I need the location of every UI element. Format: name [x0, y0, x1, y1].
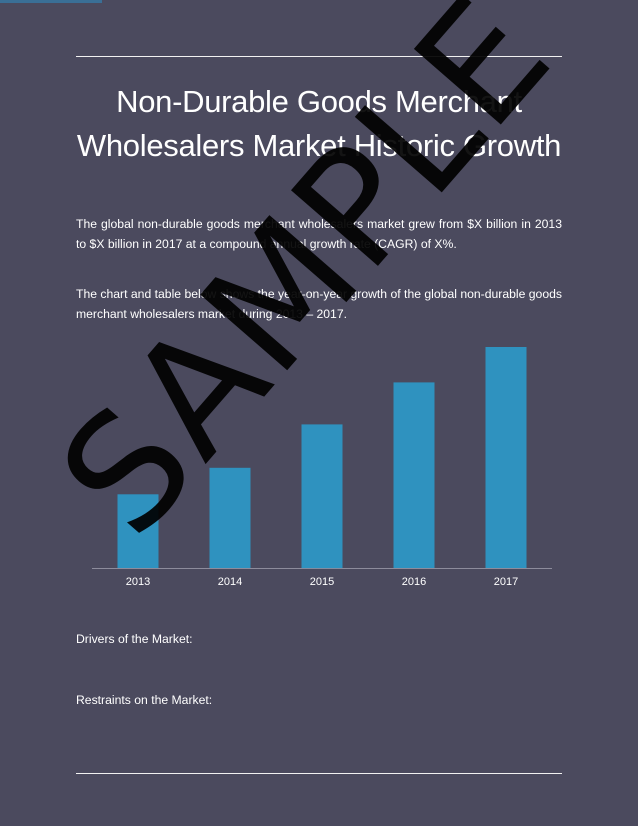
bar-2013 [117, 494, 159, 568]
bar-2017 [485, 347, 527, 568]
restraints-heading: Restraints on the Market: [76, 693, 213, 707]
bar-2016 [393, 382, 435, 568]
top-rule [76, 56, 562, 57]
tick-label-2017: 2017 [494, 576, 518, 588]
drivers-heading: Drivers of the Market: [76, 632, 193, 646]
chart-intro-paragraph: The chart and table below shows the year… [76, 287, 562, 321]
bar-group [117, 347, 527, 569]
bar-2014 [209, 467, 251, 568]
tick-label-group: 2013 2014 2015 2016 2017 [126, 576, 518, 588]
tick-label-2016: 2016 [402, 576, 426, 588]
bar-2015 [301, 424, 343, 569]
page-corner-mark [0, 0, 102, 3]
tick-label-2015: 2015 [310, 576, 334, 588]
tick-label-2014: 2014 [218, 576, 242, 588]
tick-label-2013: 2013 [126, 576, 150, 588]
page-title: Non-Durable Goods Merchant Wholesalers M… [76, 84, 562, 163]
intro-paragraph: The global non-durable goods merchant wh… [76, 217, 562, 251]
bottom-rule [76, 773, 562, 774]
